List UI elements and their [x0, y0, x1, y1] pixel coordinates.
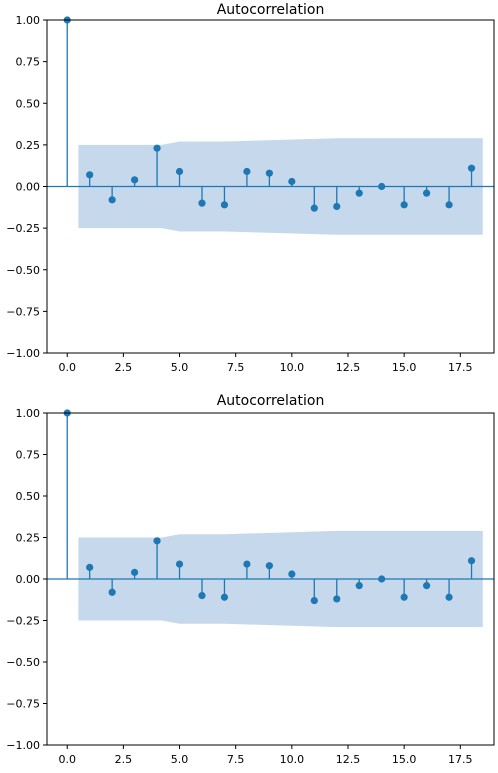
acf-point-15	[400, 201, 408, 209]
y-tick-label: 0.50	[16, 97, 41, 110]
y-tick-label: −1.00	[6, 739, 40, 752]
x-tick-label: 15.0	[392, 361, 417, 374]
acf-point-12	[333, 595, 341, 603]
acf-point-5	[175, 560, 184, 568]
x-tick-label: 5.0	[171, 753, 189, 766]
x-ticks-layer: 0.0 2.5 5.0 7.5 10.0 12.5 15.0 17.5	[58, 745, 473, 766]
x-tick-label: 10.0	[280, 753, 305, 766]
acf-point-18	[467, 557, 476, 565]
y-ticks-layer: 1.00 0.75 0.50 0.25 0.00 −0.25 −0.50 −0.75 −1.00	[6, 407, 47, 752]
x-tick-label: 7.5	[227, 361, 245, 374]
acf-point-3	[131, 568, 139, 576]
acf-point-1	[86, 563, 94, 571]
acf-point-11	[310, 204, 318, 212]
acf-chart-top: 0.0 2.5 5.0 7.5 10.0 12.5 15.0 17.5 1.00 0.75 0.5…	[6, 2, 495, 374]
x-ticks-layer: 0.0 2.5 5.0 7.5 10.0 12.5 15.0 17.5	[58, 353, 473, 374]
y-tick-label: 0.75	[16, 56, 41, 69]
y-tick-label: 0.25	[16, 532, 41, 545]
acf-point-3	[131, 176, 139, 184]
x-tick-label: 17.5	[448, 753, 473, 766]
y-tick-label: 0.50	[16, 490, 41, 503]
y-tick-label: 0.00	[16, 573, 41, 586]
acf-point-6	[198, 592, 206, 600]
acf-point-6	[198, 199, 206, 207]
acf-point-4	[153, 537, 161, 545]
x-tick-label: 7.5	[227, 753, 245, 766]
chart-title: Autocorrelation	[217, 393, 325, 409]
y-tick-label: 1.00	[16, 14, 41, 27]
acf-point-13	[355, 582, 363, 590]
acf-point-18	[467, 164, 476, 172]
x-tick-label: 15.0	[392, 753, 417, 766]
y-tick-label: 0.75	[16, 449, 41, 462]
acf-point-16	[423, 189, 431, 197]
acf-point-7	[220, 201, 229, 209]
acf-point-1	[86, 171, 94, 179]
y-tick-label: 0.25	[16, 139, 41, 152]
x-tick-label: 12.5	[336, 753, 361, 766]
y-tick-label: 0.00	[16, 181, 41, 194]
acf-point-15	[400, 593, 408, 601]
stems-layer	[63, 16, 476, 212]
acf-chart-bottom: 0.0 2.5 5.0 7.5 10.0 12.5 15.0 17.5 1.00 0.75 0.5…	[6, 393, 495, 766]
y-tick-label: −0.50	[6, 264, 40, 277]
acf-point-8	[243, 167, 251, 176]
acf-point-9	[265, 562, 273, 570]
y-tick-label: −0.75	[6, 305, 40, 318]
acf-point-9	[265, 169, 273, 177]
y-tick-label: 1.00	[16, 407, 41, 420]
acf-point-14	[378, 182, 386, 191]
y-tick-label: −1.00	[6, 347, 40, 360]
x-tick-label: 5.0	[171, 361, 189, 374]
acf-point-10	[288, 177, 296, 186]
y-tick-label: −0.50	[6, 656, 40, 669]
y-tick-label: −0.25	[6, 615, 40, 628]
acf-point-8	[243, 560, 251, 568]
x-tick-label: 0.0	[58, 361, 76, 374]
x-tick-label: 2.5	[115, 753, 133, 766]
y-tick-label: −0.25	[6, 222, 40, 235]
acf-point-17	[445, 593, 453, 601]
acf-point-13	[355, 189, 363, 197]
y-ticks-layer: 1.00 0.75 0.50 0.25 0.00 −0.25 −0.50 −0.75 −1.00	[6, 14, 47, 360]
acf-point-4	[153, 144, 161, 152]
acf-point-5	[175, 167, 184, 176]
acf-point-14	[378, 575, 386, 583]
acf-point-10	[288, 570, 296, 578]
acf-point-12	[333, 202, 341, 211]
acf-point-7	[220, 593, 229, 601]
x-tick-label: 2.5	[115, 361, 133, 374]
x-tick-label: 0.0	[58, 753, 76, 766]
x-tick-label: 12.5	[336, 361, 361, 374]
y-tick-label: −0.75	[6, 698, 40, 711]
acf-point-2	[108, 588, 116, 596]
acf-point-11	[310, 596, 318, 605]
chart-title: Autocorrelation	[217, 2, 325, 18]
acf-point-2	[108, 196, 116, 204]
acf-point-16	[423, 582, 431, 590]
acf-point-17	[445, 201, 453, 209]
x-tick-label: 10.0	[280, 361, 305, 374]
x-tick-label: 17.5	[448, 361, 473, 374]
